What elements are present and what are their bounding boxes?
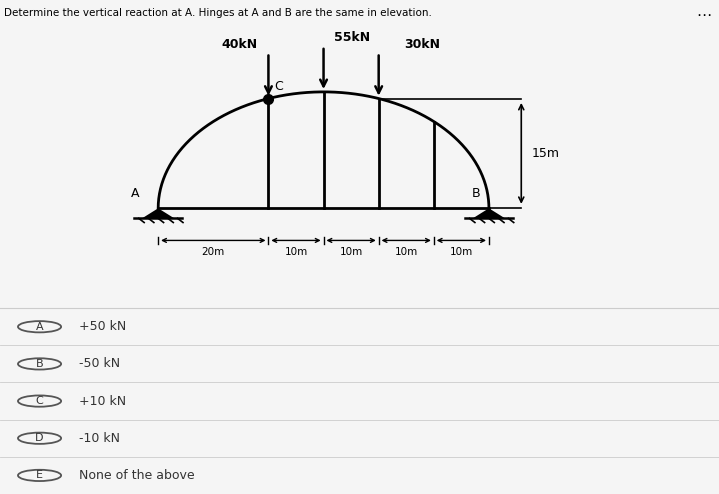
Text: D: D xyxy=(35,433,44,443)
Text: -50 kN: -50 kN xyxy=(79,358,120,370)
Text: B: B xyxy=(36,359,43,369)
Text: C: C xyxy=(274,80,283,93)
Text: 20m: 20m xyxy=(201,247,225,257)
Text: E: E xyxy=(36,470,43,481)
Text: 30kN: 30kN xyxy=(404,38,440,51)
Polygon shape xyxy=(142,208,175,218)
Text: ⋯: ⋯ xyxy=(697,8,712,23)
Text: 55kN: 55kN xyxy=(334,32,370,44)
Text: 10m: 10m xyxy=(395,247,418,257)
Text: A: A xyxy=(36,322,43,332)
Text: Determine the vertical reaction at A. Hinges at A and B are the same in elevatio: Determine the vertical reaction at A. Hi… xyxy=(4,8,431,18)
Text: 10m: 10m xyxy=(284,247,308,257)
Text: None of the above: None of the above xyxy=(79,469,195,482)
Text: +10 kN: +10 kN xyxy=(79,395,127,408)
Text: -10 kN: -10 kN xyxy=(79,432,120,445)
Text: 40kN: 40kN xyxy=(221,38,257,51)
Text: B: B xyxy=(472,187,480,200)
Text: 10m: 10m xyxy=(339,247,363,257)
Text: C: C xyxy=(36,396,43,406)
Text: A: A xyxy=(131,187,139,200)
Text: +50 kN: +50 kN xyxy=(79,320,127,333)
Polygon shape xyxy=(473,208,505,218)
Text: 10m: 10m xyxy=(449,247,473,257)
Text: 15m: 15m xyxy=(532,147,560,160)
